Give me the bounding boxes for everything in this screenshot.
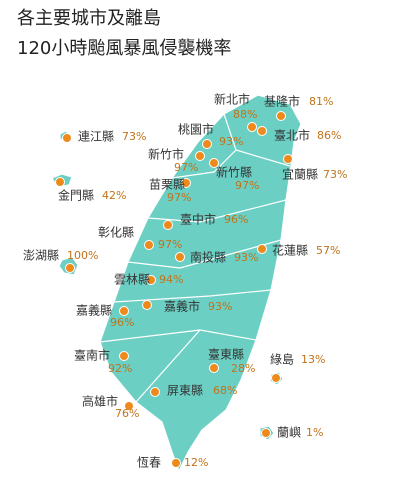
place-name: 恆春 [137, 456, 161, 470]
place-probability: 96% [224, 213, 248, 226]
county-borders [99, 113, 291, 403]
place-dot [261, 428, 271, 438]
place-dot [195, 151, 205, 161]
place-probability: 97% [167, 191, 191, 204]
place-dot [119, 306, 129, 316]
place-probability: 57% [316, 244, 340, 257]
place-name: 臺南市 [74, 348, 110, 363]
taiwan-island [99, 94, 302, 473]
place-dot [247, 122, 257, 132]
place-dot [181, 178, 191, 188]
place-name: 嘉義縣 [76, 303, 112, 318]
place-name: 高雄市 [82, 394, 118, 409]
place-dot [119, 351, 129, 361]
place-probability: 94% [159, 273, 183, 286]
place-name: 蘭嶼 [277, 426, 301, 440]
place-name: 新北市 [214, 92, 250, 107]
place-dot [283, 154, 293, 164]
place-dot [150, 387, 160, 397]
place-dot [142, 300, 152, 310]
place-name: 苗栗縣 [149, 178, 185, 192]
place-probability: 86% [317, 129, 341, 142]
place-name: 臺東縣 [208, 347, 244, 362]
place-dot [124, 401, 134, 411]
place-probability: 13% [301, 353, 325, 366]
place-probability: 76% [115, 407, 139, 420]
place-name: 基隆市 [264, 94, 300, 109]
place-name: 嘉義市 [164, 299, 200, 314]
place-dot [55, 177, 65, 187]
place-dot [146, 275, 156, 285]
place-name: 桃園市 [178, 122, 214, 137]
place-dot [257, 126, 267, 136]
place-name: 彰化縣 [98, 225, 134, 240]
place-name: 臺中市 [180, 212, 216, 227]
place-probability: 73% [323, 168, 347, 181]
place-dot [171, 458, 181, 468]
place-name: 新竹縣 [216, 165, 252, 180]
place-probability: 92% [108, 362, 132, 375]
place-probability: 28% [231, 362, 255, 375]
place-probability: 97% [174, 161, 198, 174]
place-probability: 93% [234, 251, 258, 264]
place-name: 雲林縣 [114, 273, 150, 287]
place-probability: 97% [158, 238, 182, 251]
place-name: 綠島 [270, 352, 294, 367]
place-dot [257, 244, 267, 254]
place-probability: 93% [208, 300, 232, 313]
place-name: 宜蘭縣 [282, 167, 318, 182]
place-dot [271, 373, 281, 383]
place-probability: 68% [213, 384, 237, 397]
place-name: 澎湖縣 [23, 248, 59, 263]
place-name: 屏東縣 [167, 384, 203, 398]
place-dot [65, 263, 75, 273]
place-dot [144, 240, 154, 250]
place-dot [209, 158, 219, 168]
place-name: 南投縣 [190, 250, 226, 265]
place-dot [175, 252, 185, 262]
title-line: 各主要城市及離島 [17, 8, 161, 29]
place-dot [62, 133, 72, 143]
place-probability: 97% [235, 179, 259, 192]
place-probability: 93% [219, 135, 243, 148]
place-name: 花蓮縣 [272, 243, 308, 258]
place-name: 臺北市 [274, 128, 310, 143]
place-probability: 81% [309, 95, 333, 108]
place-probability: 12% [184, 456, 208, 469]
place-dot [202, 139, 212, 149]
place-probability: 100% [67, 249, 98, 262]
place-probability: 73% [122, 130, 146, 143]
place-probability: 1% [306, 426, 323, 439]
place-dot [209, 363, 219, 373]
place-name: 新竹市 [148, 147, 184, 162]
place-dot [276, 111, 286, 121]
place-probability: 42% [102, 189, 126, 202]
title-line: 120小時颱風暴風侵襲機率 [17, 38, 231, 59]
place-dot [163, 220, 173, 230]
place-probability: 96% [110, 316, 134, 329]
place-name: 連江縣 [78, 130, 114, 144]
place-probability: 88% [233, 108, 257, 121]
place-name: 金門縣 [58, 188, 94, 203]
